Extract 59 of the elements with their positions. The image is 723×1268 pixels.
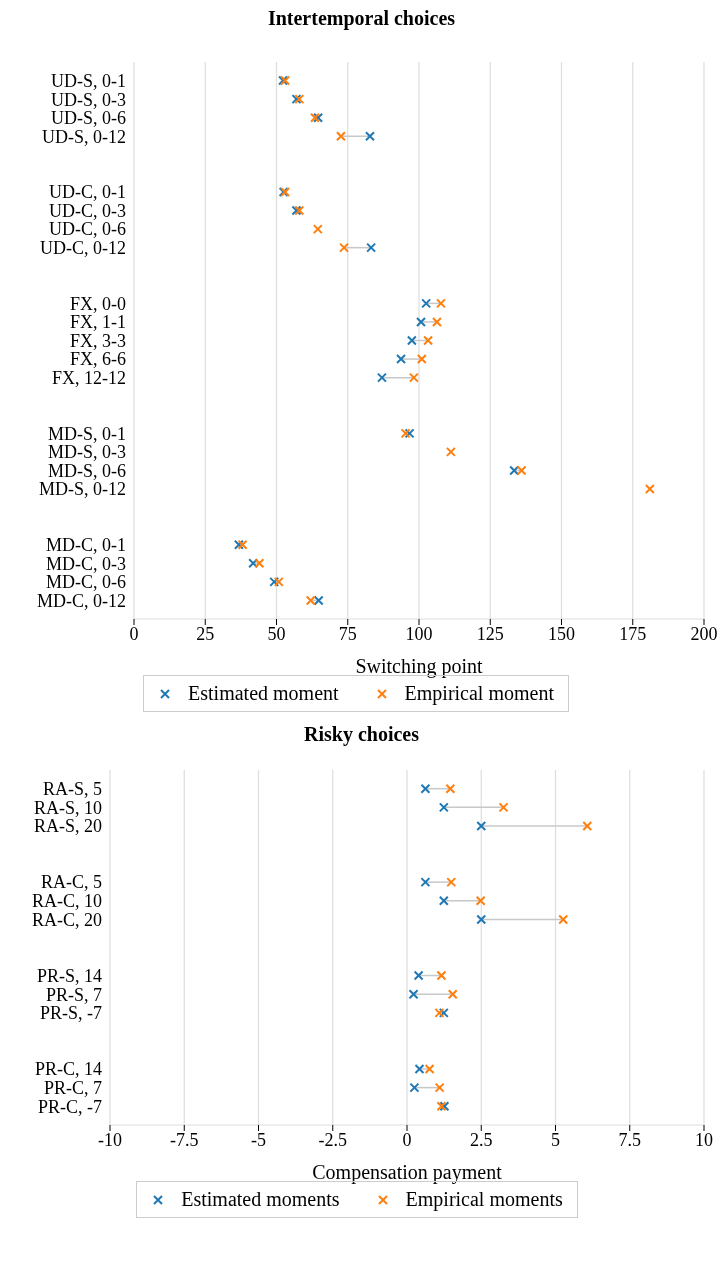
legend-label: Empirical moments	[405, 1188, 563, 1211]
y-tick-label: PR-S, 7	[45, 984, 102, 1005]
y-tick-label: MD-S, 0-3	[47, 442, 126, 463]
y-tick-label: PR-S, -7	[39, 1003, 102, 1024]
y-tick-label: PR-C, 14	[34, 1059, 102, 1080]
y-tick-label: FX, 1-1	[69, 312, 126, 333]
x-tick-label: -7.5	[170, 1129, 199, 1150]
chart-title: Risky choices	[303, 722, 420, 748]
y-tick-label: MD-S, 0-6	[47, 460, 126, 481]
y-tick-label: MD-S, 0-12	[38, 479, 126, 500]
legend-label: Estimated moments	[181, 1188, 340, 1211]
y-tick-label: RA-S, 5	[42, 779, 102, 800]
y-tick-label: FX, 3-3	[69, 330, 126, 351]
y-tick-label: FX, 12-12	[51, 368, 126, 389]
y-tick-label: MD-C, 0-3	[46, 553, 126, 574]
x-tick-label: -5	[251, 1129, 266, 1150]
y-tick-label: PR-S, 14	[36, 965, 102, 986]
y-tick-label: UD-S, 0-6	[51, 108, 126, 129]
x-tick-label: 150	[548, 623, 575, 644]
x-tick-label: 50	[267, 623, 286, 644]
y-tick-label: MD-C, 0-6	[46, 572, 126, 593]
y-tick-label: MD-C, 0-12	[37, 590, 126, 611]
x-tick-label: -10	[98, 1129, 122, 1150]
x-tick-label: 175	[619, 623, 647, 644]
y-tick-label: UD-C, 0-1	[49, 182, 126, 203]
x-tick-label: -2.5	[318, 1129, 347, 1150]
y-tick-label: RA-C, 20	[31, 909, 102, 930]
y-tick-label: RA-C, 10	[31, 891, 102, 912]
x-tick-label: 0	[129, 623, 139, 644]
x-tick-label: 125	[476, 623, 504, 644]
y-tick-label: MD-C, 0-1	[46, 535, 126, 556]
y-tick-label: PR-C, 7	[43, 1078, 102, 1099]
chart-title: Intertemporal choices	[266, 6, 457, 32]
y-tick-label: PR-C, -7	[37, 1096, 102, 1117]
y-tick-label: FX, 0-0	[69, 293, 126, 314]
y-tick-label: RA-C, 5	[40, 872, 102, 893]
x-tick-label: 100	[405, 623, 433, 644]
y-tick-label: UD-S, 0-1	[51, 70, 126, 91]
y-tick-label: MD-S, 0-1	[47, 423, 126, 444]
y-tick-label: UD-S, 0-12	[42, 126, 126, 147]
x-tick-label: 5	[551, 1129, 560, 1150]
y-tick-label: UD-C, 0-12	[40, 238, 126, 259]
y-tick-label: FX, 6-6	[69, 349, 126, 370]
x-tick-label: 7.5	[618, 1129, 641, 1150]
legend-label: Estimated moment	[188, 682, 339, 705]
y-tick-label: UD-S, 0-3	[51, 89, 126, 110]
x-tick-label: 75	[338, 623, 357, 644]
y-tick-label: UD-C, 0-3	[49, 200, 126, 221]
x-tick-label: 10	[695, 1129, 713, 1150]
y-tick-label: UD-C, 0-6	[49, 219, 126, 240]
x-tick-label: 200	[690, 623, 718, 644]
x-tick-label: 0	[402, 1129, 412, 1150]
y-tick-label: RA-S, 20	[33, 816, 102, 837]
x-axis-title: Compensation payment	[312, 1161, 503, 1184]
x-axis-title: Switching point	[355, 655, 484, 678]
x-tick-label: 25	[196, 623, 215, 644]
y-tick-label: RA-S, 10	[33, 797, 102, 818]
x-tick-label: 2.5	[470, 1129, 493, 1150]
legend-label: Empirical moment	[404, 682, 554, 705]
